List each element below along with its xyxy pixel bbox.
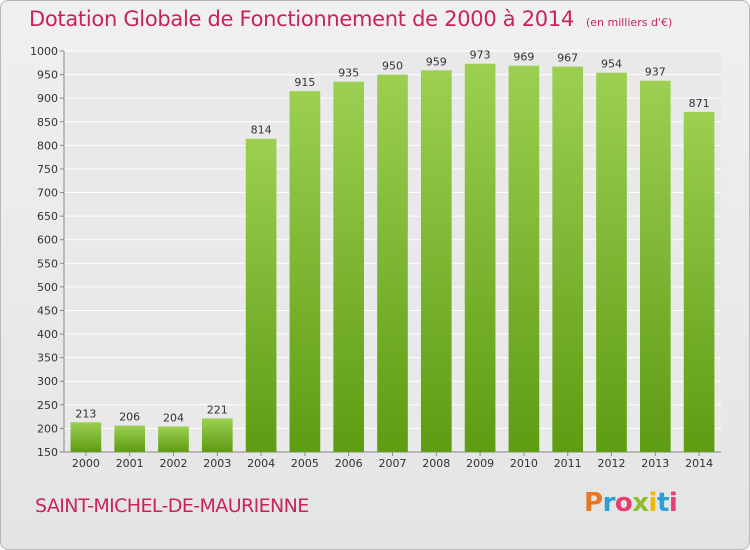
- y-tick-label: 800: [37, 139, 58, 152]
- logo-letter: r: [602, 488, 616, 518]
- data-label-2006: 935: [338, 67, 359, 80]
- data-label-2010: 969: [513, 51, 534, 64]
- x-tick-label-2007: 2007: [379, 457, 407, 470]
- y-tick-label: 550: [37, 257, 58, 270]
- bar-2008: [420, 70, 452, 453]
- x-tick-label-2010: 2010: [510, 457, 538, 470]
- data-label-2013: 937: [645, 66, 666, 79]
- x-tick-label-2002: 2002: [160, 457, 188, 470]
- x-tick-label-2014: 2014: [685, 457, 713, 470]
- bar-2011: [552, 66, 584, 452]
- bar-2010: [508, 65, 540, 453]
- y-tick-label: 950: [37, 69, 58, 82]
- bar-2003: [201, 418, 233, 452]
- commune-name: SAINT-MICHEL-DE-MAURIENNE: [35, 495, 309, 517]
- bar-2004: [245, 138, 277, 452]
- chart-title: Dotation Globale de Fonctionnement de 20…: [29, 7, 672, 31]
- y-tick-label: 350: [37, 352, 58, 365]
- x-tick-label-2012: 2012: [598, 457, 626, 470]
- data-label-2000: 213: [75, 407, 96, 420]
- y-tick-label: 250: [37, 399, 58, 412]
- data-label-2003: 221: [207, 404, 228, 417]
- y-tick-label: 1000: [30, 45, 58, 58]
- data-label-2001: 206: [119, 411, 140, 424]
- bar-2001: [114, 425, 146, 452]
- x-tick-label-2009: 2009: [466, 457, 494, 470]
- bar-2000: [70, 422, 102, 452]
- data-label-2011: 967: [557, 52, 578, 65]
- data-label-2005: 915: [294, 76, 315, 89]
- y-tick-label: 400: [37, 328, 58, 341]
- bar-2013: [639, 80, 671, 452]
- y-tick-label: 650: [37, 210, 58, 223]
- data-label-2012: 954: [601, 58, 622, 71]
- data-label-2008: 959: [426, 55, 447, 68]
- bar-2005: [289, 91, 321, 452]
- proxiti-logo: Proxiti: [584, 488, 678, 518]
- x-tick-label-2006: 2006: [335, 457, 363, 470]
- chart-title-text: Dotation Globale de Fonctionnement de 20…: [29, 7, 574, 31]
- x-tick-label-2004: 2004: [247, 457, 275, 470]
- y-tick-label: 300: [37, 375, 58, 388]
- y-tick-label: 500: [37, 281, 58, 294]
- data-label-2014: 871: [689, 97, 710, 110]
- data-label-2004: 814: [251, 124, 272, 137]
- y-tick-label: 450: [37, 304, 58, 317]
- y-tick-label: 750: [37, 163, 58, 176]
- logo-letter: P: [584, 488, 603, 518]
- y-tick-label: 900: [37, 92, 58, 105]
- x-tick-label-2005: 2005: [291, 457, 319, 470]
- x-tick-label-2000: 2000: [72, 457, 100, 470]
- y-tick-label: 700: [37, 187, 58, 200]
- bar-2014: [683, 111, 715, 452]
- y-tick-label: 150: [37, 446, 58, 459]
- bar-2002: [158, 426, 189, 452]
- bar-2009: [464, 63, 496, 453]
- chart-unit: (en milliers d'€): [585, 16, 673, 29]
- logo-letter: t: [656, 488, 669, 518]
- logo-letter: x: [632, 488, 649, 518]
- data-label-2002: 204: [163, 412, 184, 425]
- bar-2006: [333, 81, 365, 452]
- x-tick-label-2008: 2008: [422, 457, 450, 470]
- y-tick-label: 600: [37, 234, 58, 247]
- data-label-2007: 950: [382, 60, 403, 73]
- logo-letter: i: [668, 488, 678, 518]
- x-tick-label-2011: 2011: [554, 457, 582, 470]
- bar-2012: [596, 72, 627, 453]
- y-tick-label: 200: [37, 422, 58, 435]
- data-label-2009: 973: [470, 49, 491, 62]
- logo-letter: o: [614, 488, 633, 518]
- x-tick-label-2003: 2003: [203, 457, 231, 470]
- logo-letter: i: [648, 488, 658, 518]
- y-tick-label: 850: [37, 116, 58, 129]
- x-tick-label-2001: 2001: [116, 457, 144, 470]
- x-tick-label-2013: 2013: [641, 457, 669, 470]
- bar-2007: [377, 74, 408, 453]
